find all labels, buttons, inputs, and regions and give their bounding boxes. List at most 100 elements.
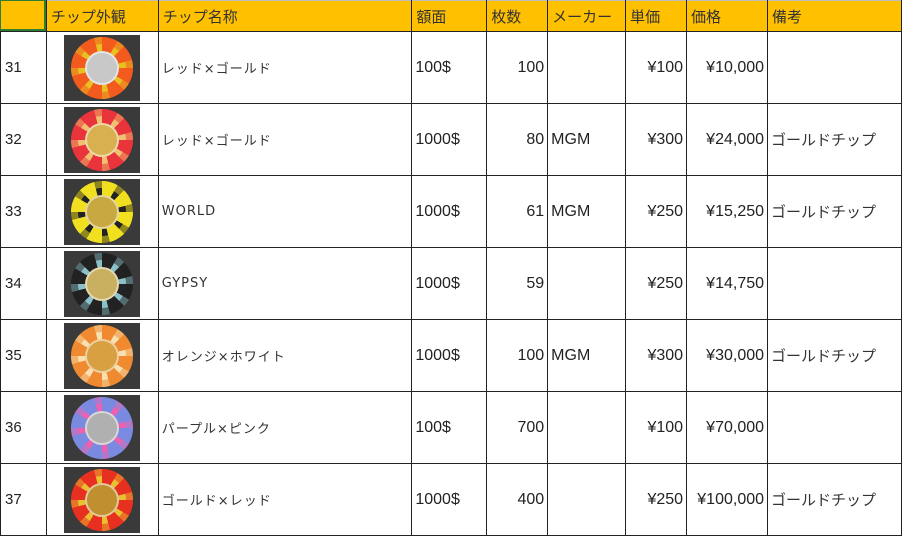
- header-chip-appearance[interactable]: チップ外観: [45, 0, 159, 32]
- face-value-cell[interactable]: 1000$: [411, 319, 488, 392]
- chip-icon: [71, 324, 134, 387]
- chip-center: [85, 194, 120, 229]
- price-cell[interactable]: ¥70,000: [686, 391, 769, 464]
- chip-photo[interactable]: [64, 322, 141, 389]
- price-cell[interactable]: ¥10,000: [686, 31, 769, 104]
- row-number-cell[interactable]: 32: [0, 103, 47, 176]
- chip-name-cell[interactable]: WORLD: [157, 175, 413, 248]
- maker-cell[interactable]: [547, 463, 627, 536]
- face-value-cell[interactable]: 1000$: [411, 247, 488, 320]
- chip-name-cell[interactable]: レッド×ゴールド: [157, 31, 413, 104]
- chip-photo[interactable]: [64, 466, 141, 533]
- unit-price-cell[interactable]: ¥300: [625, 103, 688, 176]
- notes-cell[interactable]: ゴールドチップ: [767, 463, 902, 536]
- chip-image-cell[interactable]: [45, 319, 159, 392]
- header-maker[interactable]: メーカー: [547, 0, 627, 32]
- row-number-cell[interactable]: 34: [0, 247, 47, 320]
- chip-icon: [71, 36, 134, 99]
- chip-icon: [71, 396, 134, 459]
- unit-price-cell[interactable]: ¥250: [625, 247, 688, 320]
- chip-photo[interactable]: [64, 250, 141, 317]
- maker-cell[interactable]: MGM: [547, 103, 627, 176]
- unit-price-cell[interactable]: ¥100: [625, 391, 688, 464]
- chip-photo[interactable]: [64, 394, 141, 461]
- chip-name-cell[interactable]: オレンジ×ホワイト: [157, 319, 413, 392]
- unit-price-cell[interactable]: ¥100: [625, 31, 688, 104]
- chip-icon: [71, 252, 134, 315]
- unit-price-cell[interactable]: ¥300: [625, 319, 688, 392]
- notes-cell[interactable]: [767, 391, 902, 464]
- quantity-cell[interactable]: 100: [486, 31, 549, 104]
- chip-center: [85, 122, 120, 157]
- chip-photo[interactable]: [64, 178, 141, 245]
- chip-name-cell[interactable]: GYPSY: [157, 247, 413, 320]
- maker-cell[interactable]: MGM: [547, 175, 627, 248]
- row-number-cell[interactable]: 35: [0, 319, 47, 392]
- maker-cell[interactable]: [547, 31, 627, 104]
- quantity-cell[interactable]: 700: [486, 391, 549, 464]
- quantity-cell[interactable]: 100: [486, 319, 549, 392]
- header-price[interactable]: 価格: [686, 0, 769, 32]
- chip-center: [85, 50, 120, 85]
- chip-name-cell[interactable]: パープル×ピンク: [157, 391, 413, 464]
- chip-image-cell[interactable]: [45, 463, 159, 536]
- face-value-cell[interactable]: 1000$: [411, 103, 488, 176]
- quantity-cell[interactable]: 61: [486, 175, 549, 248]
- chip-photo[interactable]: [64, 106, 141, 173]
- maker-cell[interactable]: MGM: [547, 319, 627, 392]
- table-row: 32 レッド×ゴールド 1000$ 80 MGM ¥300 ¥24,000 ゴー…: [0, 103, 902, 176]
- chip-photo[interactable]: [64, 34, 141, 101]
- quantity-cell[interactable]: 400: [486, 463, 549, 536]
- header-corner[interactable]: [0, 0, 47, 32]
- header-notes[interactable]: 備考: [767, 0, 902, 32]
- chip-center: [85, 266, 120, 301]
- row-number-cell[interactable]: 36: [0, 391, 47, 464]
- unit-price-cell[interactable]: ¥250: [625, 463, 688, 536]
- face-value-cell[interactable]: 1000$: [411, 463, 488, 536]
- row-number-cell[interactable]: 37: [0, 463, 47, 536]
- notes-cell[interactable]: ゴールドチップ: [767, 319, 902, 392]
- header-face-value[interactable]: 額面: [411, 0, 488, 32]
- chip-image-cell[interactable]: [45, 103, 159, 176]
- table-row: 33 WORLD 1000$ 61 MGM ¥250 ¥15,250 ゴールドチ…: [0, 175, 902, 248]
- chip-icon: [71, 468, 134, 531]
- row-number-cell[interactable]: 31: [0, 31, 47, 104]
- header-row: チップ外観 チップ名称 額面 枚数 メーカー 単価 価格 備考: [0, 0, 902, 32]
- quantity-cell[interactable]: 80: [486, 103, 549, 176]
- price-cell[interactable]: ¥30,000: [686, 319, 769, 392]
- price-cell[interactable]: ¥24,000: [686, 103, 769, 176]
- table-row: 34 GYPSY 1000$ 59 ¥250 ¥14,750: [0, 247, 902, 320]
- notes-cell[interactable]: ゴールドチップ: [767, 175, 902, 248]
- quantity-cell[interactable]: 59: [486, 247, 549, 320]
- face-value-cell[interactable]: 100$: [411, 391, 488, 464]
- notes-cell[interactable]: ゴールドチップ: [767, 103, 902, 176]
- chip-name-cell[interactable]: レッド×ゴールド: [157, 103, 413, 176]
- chip-image-cell[interactable]: [45, 247, 159, 320]
- header-quantity[interactable]: 枚数: [486, 0, 549, 32]
- face-value-cell[interactable]: 1000$: [411, 175, 488, 248]
- face-value-cell[interactable]: 100$: [411, 31, 488, 104]
- notes-cell[interactable]: [767, 247, 902, 320]
- table-row: 36 パープル×ピンク 100$ 700 ¥100 ¥70,000: [0, 391, 902, 464]
- chip-name-cell[interactable]: ゴールド×レッド: [157, 463, 413, 536]
- chip-image-cell[interactable]: [45, 31, 159, 104]
- chip-image-cell[interactable]: [45, 175, 159, 248]
- row-number-cell[interactable]: 33: [0, 175, 47, 248]
- chip-center: [85, 410, 120, 445]
- maker-cell[interactable]: [547, 247, 627, 320]
- price-cell[interactable]: ¥100,000: [686, 463, 769, 536]
- price-cell[interactable]: ¥15,250: [686, 175, 769, 248]
- chip-icon: [71, 180, 134, 243]
- header-unit-price[interactable]: 単価: [625, 0, 688, 32]
- table-row: 35 オレンジ×ホワイト 1000$ 100 MGM ¥300 ¥30,000 …: [0, 319, 902, 392]
- chip-center: [85, 338, 120, 373]
- table-row: 31 レッド×ゴールド 100$ 100 ¥100 ¥10,000: [0, 31, 902, 104]
- price-cell[interactable]: ¥14,750: [686, 247, 769, 320]
- header-chip-name[interactable]: チップ名称: [157, 0, 413, 32]
- maker-cell[interactable]: [547, 391, 627, 464]
- notes-cell[interactable]: [767, 31, 902, 104]
- unit-price-cell[interactable]: ¥250: [625, 175, 688, 248]
- table-row: 37 ゴールド×レッド 1000$ 400 ¥250 ¥100,000 ゴールド…: [0, 463, 902, 536]
- chip-image-cell[interactable]: [45, 391, 159, 464]
